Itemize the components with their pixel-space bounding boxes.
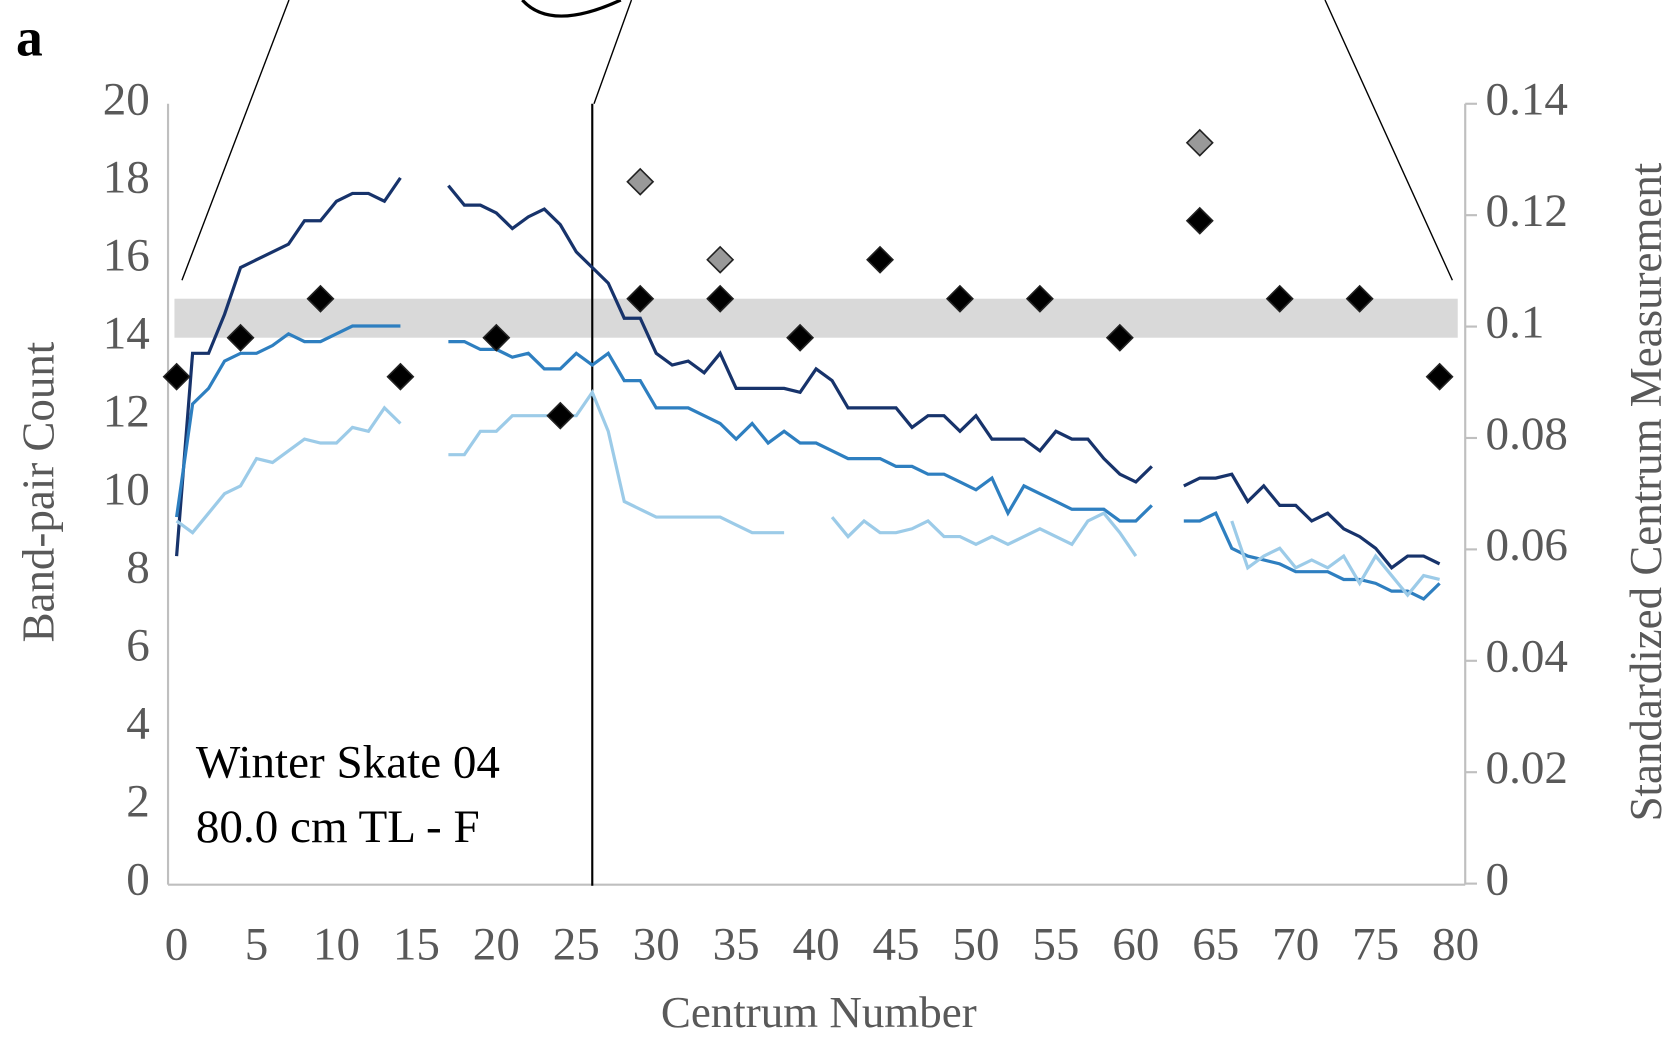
x-tick-label: 70 xyxy=(1272,919,1319,971)
zoom-line xyxy=(182,0,289,280)
y2-tick-label: 0.08 xyxy=(1486,408,1568,460)
diamond-marker xyxy=(547,403,573,429)
x-tick-label: 45 xyxy=(872,919,919,971)
annotation: Winter Skate 04 xyxy=(196,737,500,789)
y-tick-label: 20 xyxy=(103,74,150,126)
y-tick-label: 16 xyxy=(103,230,150,282)
x-tick-label: 65 xyxy=(1192,919,1239,971)
annotation: 80.0 cm TL - F xyxy=(196,801,480,853)
x-tick-label: 10 xyxy=(313,919,360,971)
diamond-marker xyxy=(1187,208,1213,234)
series-line xyxy=(177,326,1440,599)
y-tick-label: 6 xyxy=(126,619,150,671)
y-tick-label: 4 xyxy=(126,697,150,749)
y2-tick-label: 0.04 xyxy=(1486,631,1568,683)
x-tick-label: 30 xyxy=(633,919,680,971)
x-tick-label: 60 xyxy=(1112,919,1159,971)
y-tick-label: 10 xyxy=(103,463,150,515)
y2-tick-label: 0.06 xyxy=(1486,519,1568,571)
y-tick-label: 18 xyxy=(103,152,150,204)
chart: a Centrum Number Band-pair Count Standar… xyxy=(0,0,1675,1043)
panel-label: a xyxy=(16,8,43,68)
x-tick-label: 0 xyxy=(165,919,189,971)
x-tick-label: 75 xyxy=(1352,919,1399,971)
y-axis-title: Band-pair Count xyxy=(14,341,64,642)
y-tick-label: 8 xyxy=(126,541,150,593)
y2-tick-label: 0.14 xyxy=(1486,74,1568,126)
x-tick-label: 35 xyxy=(713,919,760,971)
zoom-line xyxy=(594,0,631,104)
series-line xyxy=(177,392,1440,595)
x-tick-label: 55 xyxy=(1032,919,1079,971)
zoom-lines xyxy=(182,0,1452,280)
y2-tick-label: 0 xyxy=(1486,853,1510,905)
x-tick-label: 15 xyxy=(393,919,440,971)
y2-tick-label: 0.1 xyxy=(1486,296,1545,348)
reference-band xyxy=(174,299,1457,338)
x-tick-label: 80 xyxy=(1432,919,1479,971)
zoom-curve xyxy=(522,0,620,16)
diamond-marker xyxy=(707,247,733,273)
y-tick-label: 2 xyxy=(126,775,150,827)
diamond-marker xyxy=(1187,130,1213,156)
series-line xyxy=(177,178,1440,568)
diamond-marker xyxy=(867,247,893,273)
diamond-marker xyxy=(627,169,653,195)
x-tick-label: 40 xyxy=(793,919,840,971)
y2-tick-label: 0.02 xyxy=(1486,742,1568,794)
diamond-marker xyxy=(388,364,414,390)
y2-tick-label: 0.12 xyxy=(1486,185,1568,237)
x-tick-label: 5 xyxy=(245,919,269,971)
x-axis-title: Centrum Number xyxy=(661,987,977,1037)
y-tick-label: 0 xyxy=(126,853,150,905)
x-tick-label: 50 xyxy=(952,919,999,971)
x-tick-label: 20 xyxy=(473,919,520,971)
y-tick-label: 12 xyxy=(103,386,150,438)
y-tick-label: 14 xyxy=(103,308,150,360)
zoom-line xyxy=(1325,0,1452,280)
x-tick-label: 25 xyxy=(553,919,600,971)
y2-axis-title: Standardized Centrum Measurement xyxy=(1621,162,1671,821)
diamond-marker xyxy=(1427,364,1453,390)
